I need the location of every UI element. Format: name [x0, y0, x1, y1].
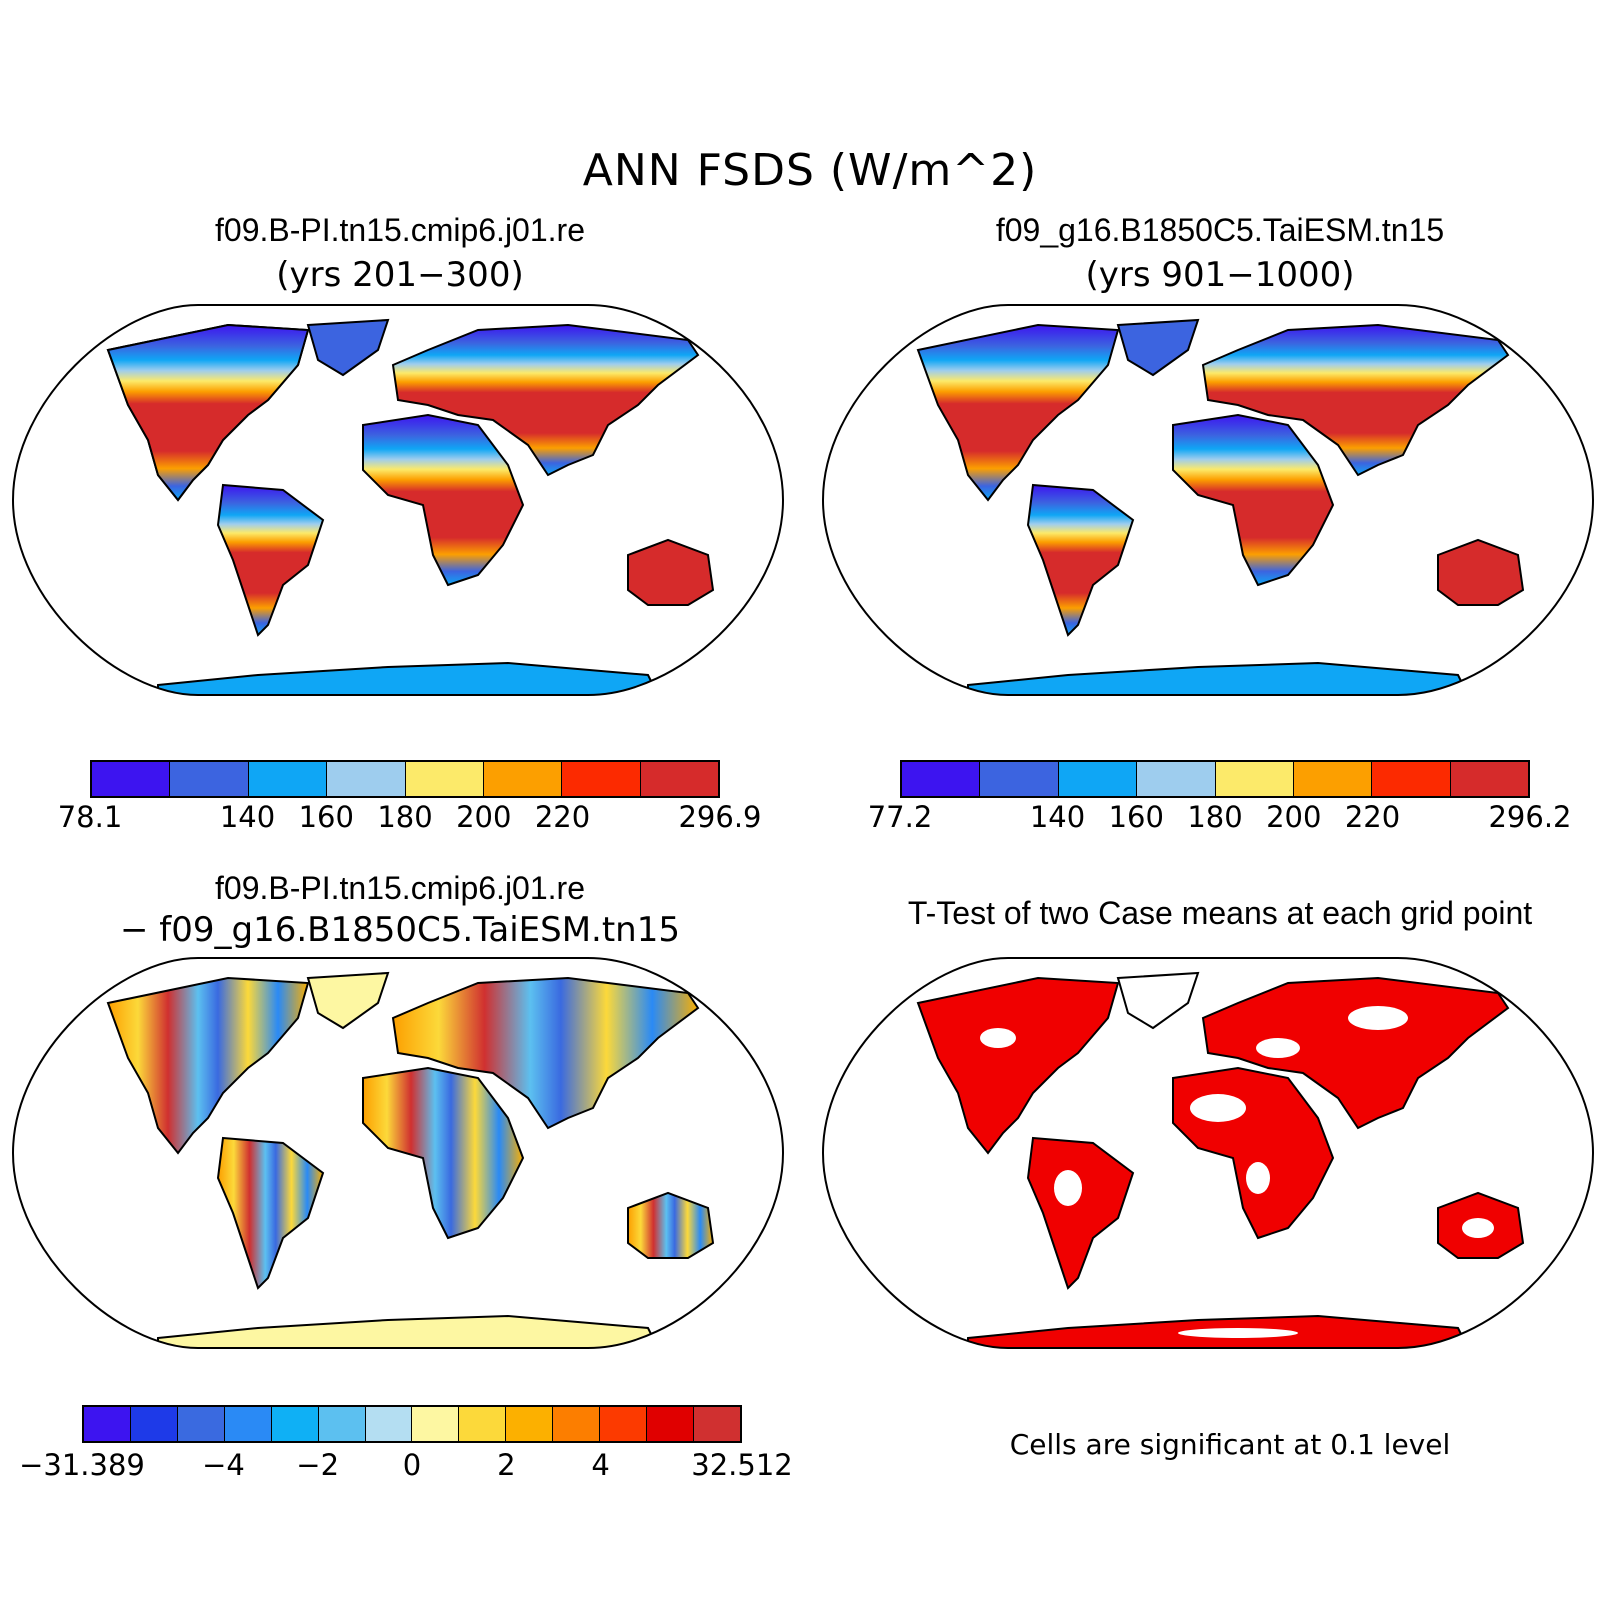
colorbar-swatch [1215, 762, 1294, 796]
colorbar-swatch [170, 762, 249, 796]
figure-title: ANN FSDS (W/m^2) [582, 145, 1038, 196]
colorbar-swatch [1293, 762, 1373, 796]
colorbar-swatch [693, 1407, 740, 1441]
panel-tl-colorbar [90, 760, 720, 798]
colorbar-swatch [271, 1407, 319, 1441]
panel-br-title: T-Test of two Case means at each grid po… [907, 895, 1533, 931]
panel-tl-subtitle: (yrs 201−300) [276, 255, 524, 295]
tick-label: 140 [1029, 800, 1086, 834]
colorbar-swatch [506, 1407, 554, 1441]
tick-label: 220 [1344, 800, 1401, 834]
tick-label: 160 [298, 800, 354, 834]
panel-tl-colorbar-ticks: 78.1 140 160 180 200 220 296.9 [58, 800, 762, 840]
colorbar-swatch [412, 1407, 460, 1441]
colorbar-swatch [248, 762, 328, 796]
colorbar-swatch [980, 762, 1059, 796]
panel-tr-title: f09_g16.B1850C5.TaiESM.tn15 [995, 212, 1445, 248]
panel-br-map [821, 957, 1595, 1349]
tick-label: 296.2 [1488, 800, 1572, 834]
panel-tr-map [821, 304, 1595, 696]
tick-label: 160 [1108, 800, 1164, 834]
colorbar-swatch [92, 762, 171, 796]
tick-label: 200 [456, 800, 512, 834]
tick-label: −2 [296, 1448, 340, 1482]
panel-bl-subtitle: − f09_g16.B1850C5.TaiESM.tn15 [120, 910, 680, 950]
colorbar-swatch [1137, 762, 1216, 796]
panel-tr-subtitle: (yrs 901−1000) [1085, 255, 1355, 295]
tick-label: 296.9 [678, 800, 762, 834]
colorbar-swatch [647, 1407, 694, 1441]
tick-label: 2 [497, 1448, 516, 1482]
colorbar-swatch [177, 1407, 225, 1441]
colorbar-swatch [1058, 762, 1138, 796]
tick-label: 200 [1266, 800, 1322, 834]
colorbar-swatch [1450, 762, 1528, 796]
colorbar-swatch [459, 1407, 507, 1441]
colorbar-swatch [405, 762, 484, 796]
tick-label: 140 [219, 800, 276, 834]
colorbar-swatch [600, 1407, 648, 1441]
continents-fill [106, 971, 715, 1348]
tick-label: −31.389 [19, 1448, 145, 1482]
significant-cells [916, 971, 1525, 1348]
panel-tl-map [11, 304, 785, 696]
panel-tl-title: f09.B-PI.tn15.cmip6.j01.re [215, 212, 585, 248]
panel-tr-colorbar [900, 760, 1530, 798]
tick-label: 4 [591, 1448, 610, 1482]
colorbar-swatch [84, 1407, 131, 1441]
panel-bl-colorbar-ticks: −31.389 −4 −2 0 2 4 32.512 [19, 1448, 793, 1488]
tick-label: 0 [402, 1448, 422, 1482]
colorbar-swatch [483, 762, 563, 796]
tick-label: 32.512 [691, 1448, 793, 1482]
colorbar-swatch [327, 762, 406, 796]
colorbar-swatch [130, 1407, 178, 1441]
colorbar-swatch [553, 1407, 601, 1441]
colorbar-swatch [318, 1407, 366, 1441]
tick-label: 78.1 [57, 800, 123, 834]
tick-label: −4 [202, 1448, 245, 1482]
insignificant-cells [980, 1006, 1494, 1338]
panel-br-note: Cells are significant at 0.1 level [1009, 1428, 1451, 1461]
tick-label: 220 [534, 800, 591, 834]
continents-fill [916, 318, 1525, 695]
colorbar-swatch [562, 762, 641, 796]
colorbar-swatch [365, 1407, 413, 1441]
colorbar-swatch [640, 762, 718, 796]
colorbar-swatch [1372, 762, 1451, 796]
tick-label: 77.2 [867, 800, 933, 834]
panel-bl-map [11, 957, 785, 1349]
panel-tr-colorbar-ticks: 77.2 140 160 180 200 220 296.2 [868, 800, 1572, 840]
colorbar-swatch [902, 762, 981, 796]
tick-label: 180 [1187, 800, 1243, 834]
panel-bl-colorbar [82, 1405, 742, 1443]
colorbar-swatch [224, 1407, 272, 1441]
tick-label: 180 [377, 800, 433, 834]
panel-bl-title: f09.B-PI.tn15.cmip6.j01.re [215, 870, 585, 906]
